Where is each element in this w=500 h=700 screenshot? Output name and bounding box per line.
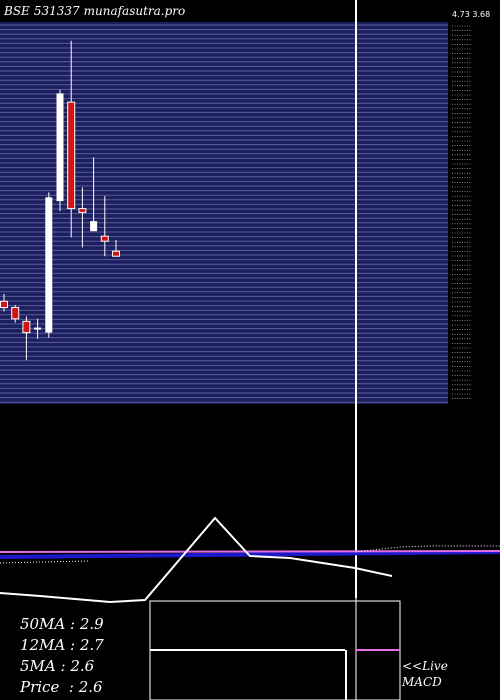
candle-body-down [78,208,87,213]
macd-line [0,516,393,604]
site-name: munafasutra.pro [83,4,186,18]
price-panel [0,22,448,404]
candle-body-down [11,307,20,320]
stat-12ma-value: 2.7 [79,636,104,654]
stat-price-value: 2.6 [78,678,103,696]
macd-upper-dotted-line [354,545,500,553]
signal-line [0,550,500,559]
stat-50ma: 50MA : 2.9 [20,615,104,633]
candle-body-up [34,327,42,330]
stat-5ma-label: 5MA [20,657,56,675]
price-axis-top-label: 4.73 3.68 [452,10,490,19]
price-gridlines [0,24,448,403]
stat-5ma-value: 2.6 [70,657,95,675]
stats-panel: 50MA : 2.9 12MA : 2.7 5MA : 2.6 Price : … [20,614,104,698]
stock-code: 531337 [33,4,80,18]
candle-body-down [22,320,31,334]
chart-header: BSE 531337 munafasutra.pro [4,4,189,18]
stat-price-label: Price [20,678,69,696]
macd-panel [0,516,500,700]
stat-12ma: 12MA : 2.7 [20,636,104,654]
candle-body-down [100,235,109,242]
stat-price: Price : 2.6 [20,678,103,696]
ma-line [0,550,500,553]
candle-body-down [112,250,120,257]
macd-label: <<Live MACD [402,658,448,690]
live-label: <<Live [402,659,448,673]
candle-body-down [67,101,76,210]
stat-50ma-label: 50MA [20,615,66,633]
stat-12ma-label: 12MA [20,636,66,654]
stat-50ma-value: 2.9 [79,615,104,633]
macd-text: MACD [402,675,442,689]
candle-body-up [56,93,64,202]
candle-body-up [45,197,53,333]
candle-body-down [0,300,8,309]
exchange-label: BSE [4,4,30,18]
candlestick-series [0,40,120,361]
candle-body-up [90,221,98,232]
stat-5ma: 5MA : 2.6 [20,657,95,675]
price-axis-ticks [452,25,472,399]
macd-dotted-line [0,560,91,564]
